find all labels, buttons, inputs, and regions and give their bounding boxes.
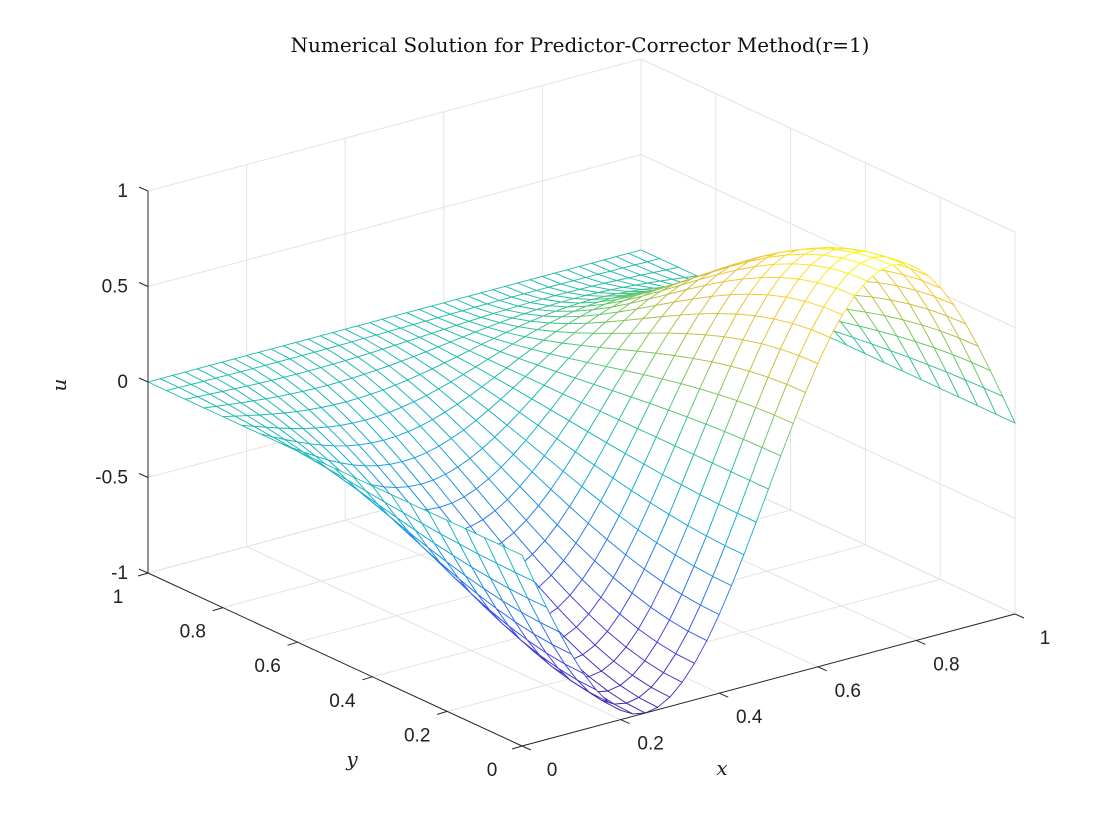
x-tick-label-4: 0.8	[933, 654, 959, 675]
z-tick-label-4: 1	[117, 181, 128, 202]
z-tick-label-3: 0.5	[102, 277, 128, 298]
x-tick-label-2: 0.4	[736, 707, 763, 728]
y-tick-label-0: 0	[487, 760, 498, 781]
y-tick-5	[137, 572, 149, 577]
floor-grid-x-1	[246, 546, 621, 721]
surface-mesh	[146, 247, 1016, 715]
x-tick-label-1: 0.2	[637, 734, 663, 755]
z-tick-label-0: -1	[111, 563, 128, 584]
x-axis-line	[521, 613, 1016, 747]
z-tick-label-2: 0	[117, 372, 128, 393]
x-tick-label-3: 0.6	[835, 681, 861, 702]
x-tick-4	[916, 639, 926, 645]
x-tick-0	[521, 745, 532, 751]
chart-title: Numerical Solution for Predictor-Correct…	[291, 33, 870, 57]
z-tick-3	[138, 282, 149, 287]
right-grid-z-4	[640, 58, 1016, 233]
x-tick-2	[718, 692, 729, 698]
back-grid-z-3	[147, 154, 642, 287]
z-tick-1	[138, 473, 149, 478]
x-tick-3	[817, 666, 828, 672]
axes-ticks: 0 0.2 0.4 0.6 0.8 1 0 0.2 0.4 0.6 0.8 1 -1 -0.5 0 0.5 1	[95, 181, 1050, 781]
z-tick-0	[138, 568, 149, 574]
y-tick-0	[511, 745, 523, 750]
y-tick-label-3: 0.6	[254, 656, 280, 677]
z-axis-label: u	[47, 379, 71, 392]
y-tick-label-4: 0.8	[180, 622, 206, 643]
y-tick-1	[437, 710, 448, 715]
x-tick-label-0: 0	[547, 760, 558, 781]
y-tick-2	[362, 676, 373, 681]
y-axis-label: y	[345, 747, 358, 771]
y-tick-label-2: 0.4	[329, 691, 356, 712]
x-axis-label: x	[716, 756, 727, 780]
mesh-cell-39-0	[983, 387, 1016, 424]
z-tick-2	[138, 377, 149, 383]
y-tick-label-5: 1	[113, 587, 124, 608]
y-axis-line	[147, 572, 523, 747]
x-tick-5	[1014, 613, 1025, 619]
z-tick-4	[138, 186, 149, 192]
back-grid-z-4	[147, 58, 642, 192]
right-grid-z-3	[640, 154, 1016, 328]
y-tick-3	[287, 641, 298, 646]
z-tick-label-1: -0.5	[95, 468, 128, 489]
y-tick-4	[212, 607, 223, 612]
x-tick-1	[620, 719, 630, 725]
x-tick-label-5: 1	[1040, 628, 1051, 649]
y-tick-label-1: 0.2	[404, 725, 430, 746]
